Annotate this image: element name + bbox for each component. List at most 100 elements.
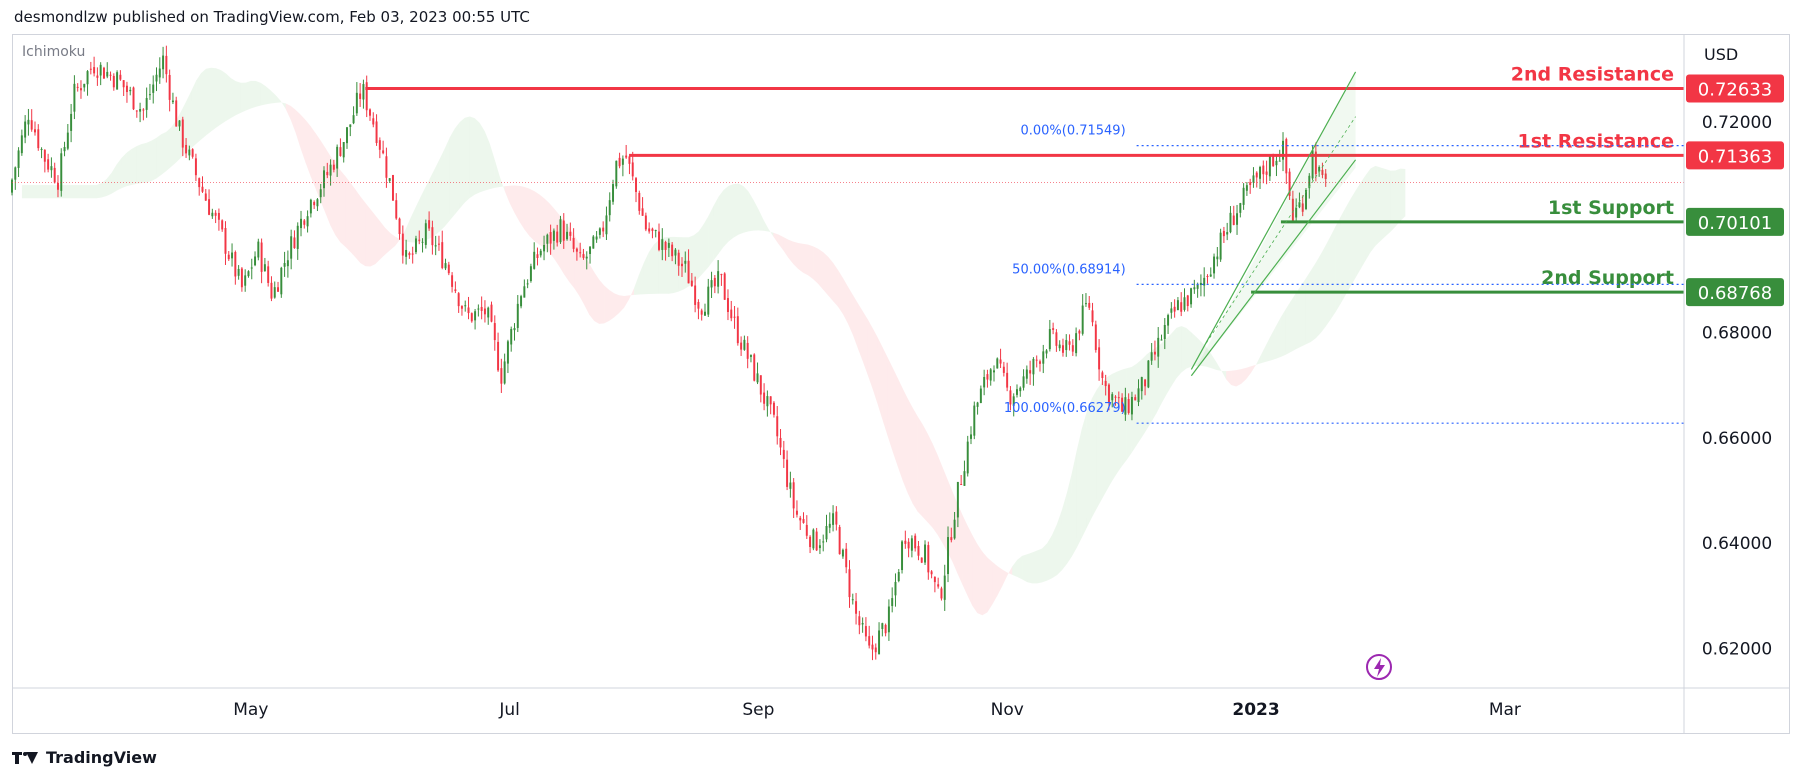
cloud-segment	[1335, 216, 1341, 312]
candle-body	[641, 208, 644, 216]
candle-body	[1249, 182, 1252, 185]
cloud-segment	[390, 232, 396, 251]
channel-lower-line	[1190, 159, 1357, 377]
candle-body	[355, 92, 358, 114]
cloud-segment	[887, 357, 893, 452]
candle-body	[441, 242, 444, 268]
cloud-segment	[524, 186, 530, 237]
candle-body	[313, 202, 316, 206]
candle-body	[1203, 277, 1206, 286]
candle-body	[805, 524, 808, 536]
cloud-segment	[1116, 369, 1122, 474]
candle-body	[487, 307, 490, 318]
chart-frame[interactable]	[12, 34, 1790, 734]
candle-body	[871, 644, 874, 650]
candle-body	[520, 296, 523, 307]
cloud-segment	[912, 407, 918, 512]
candle-body	[1321, 169, 1324, 175]
candle-body	[855, 601, 858, 614]
cloud-segment	[808, 244, 814, 280]
lightning-icon[interactable]	[1366, 654, 1392, 680]
candle-body	[1272, 156, 1275, 167]
cloud-segment	[982, 551, 988, 616]
candle-body	[171, 100, 174, 103]
cloud-segment	[235, 81, 241, 116]
candle-body	[1140, 377, 1143, 392]
cloud-segment	[594, 272, 600, 324]
cloud-segment	[599, 279, 605, 324]
candle-body	[208, 199, 211, 215]
cloud-segment	[574, 235, 580, 296]
candle-body	[910, 538, 913, 551]
candle-body	[1236, 213, 1239, 225]
cloud-segment	[230, 78, 236, 118]
cloud-segment	[1052, 523, 1057, 579]
candle-body	[845, 548, 848, 568]
cloud-segment	[1330, 226, 1336, 320]
cloud-segment	[818, 248, 824, 290]
candle-body	[887, 606, 890, 633]
cloud-segment	[166, 127, 172, 171]
candle-body	[1199, 282, 1202, 286]
candle-body	[109, 74, 112, 76]
cloud-segment	[987, 557, 993, 613]
candle-body	[1298, 202, 1301, 208]
cloud-segment	[1385, 169, 1391, 237]
cloud-segment	[1061, 492, 1067, 571]
indicator-label[interactable]: Ichimoku	[22, 44, 85, 60]
candle-body	[1190, 288, 1193, 305]
cloud-segment	[355, 189, 361, 264]
candle-body	[1025, 369, 1028, 379]
candle-body	[1193, 287, 1196, 290]
cloud-segment	[96, 183, 102, 199]
cloud-segment	[1305, 270, 1311, 345]
candle-body	[973, 405, 976, 436]
cloud-segment	[1350, 190, 1356, 287]
candle-body	[66, 132, 69, 149]
cloud-segment	[469, 116, 475, 198]
candle-body	[733, 316, 736, 318]
candle-body	[648, 228, 651, 232]
cloud-segment	[1171, 327, 1177, 387]
candle-body	[434, 245, 437, 247]
candle-body	[825, 525, 828, 540]
level-price-label: 0.71363	[1698, 146, 1772, 167]
cloud-segment	[270, 90, 276, 104]
candle-body	[14, 167, 17, 180]
cloud-segment	[66, 185, 72, 199]
cloud-segment	[365, 202, 371, 267]
cloud-segment	[584, 253, 590, 315]
candle-body	[382, 150, 385, 154]
candle-body	[1229, 212, 1232, 233]
candle-body	[43, 149, 46, 162]
cloud-segment	[464, 116, 470, 203]
cloud-segment	[788, 239, 794, 264]
cloud-segment	[430, 168, 435, 239]
cloud-segment	[1017, 555, 1023, 580]
cloud-segment	[773, 232, 779, 244]
cloud-segment	[1345, 198, 1351, 296]
cloud-segment	[86, 185, 92, 199]
cloud-segment	[310, 126, 316, 189]
candle-body	[1318, 167, 1321, 172]
cloud-segment	[823, 252, 829, 296]
candle-body	[165, 55, 168, 75]
cloud-segment	[1300, 278, 1306, 347]
candle-body	[306, 216, 309, 227]
level-price-badge	[1686, 207, 1784, 236]
candle-body	[595, 236, 598, 240]
cloud-segment	[1066, 472, 1072, 564]
candle-body	[986, 374, 989, 380]
cloud-segment	[325, 148, 331, 226]
cloud-segment	[245, 80, 251, 111]
candle-body	[1055, 332, 1058, 346]
cloud-segment	[1106, 374, 1112, 491]
candle-body	[1022, 376, 1025, 388]
cloud-segment	[643, 251, 649, 295]
cloud-segment	[1390, 170, 1396, 232]
tradingview-brand[interactable]: TradingView	[12, 748, 157, 767]
cloud-segment	[793, 241, 799, 269]
candle-body	[569, 231, 572, 236]
candle-body	[198, 178, 201, 188]
